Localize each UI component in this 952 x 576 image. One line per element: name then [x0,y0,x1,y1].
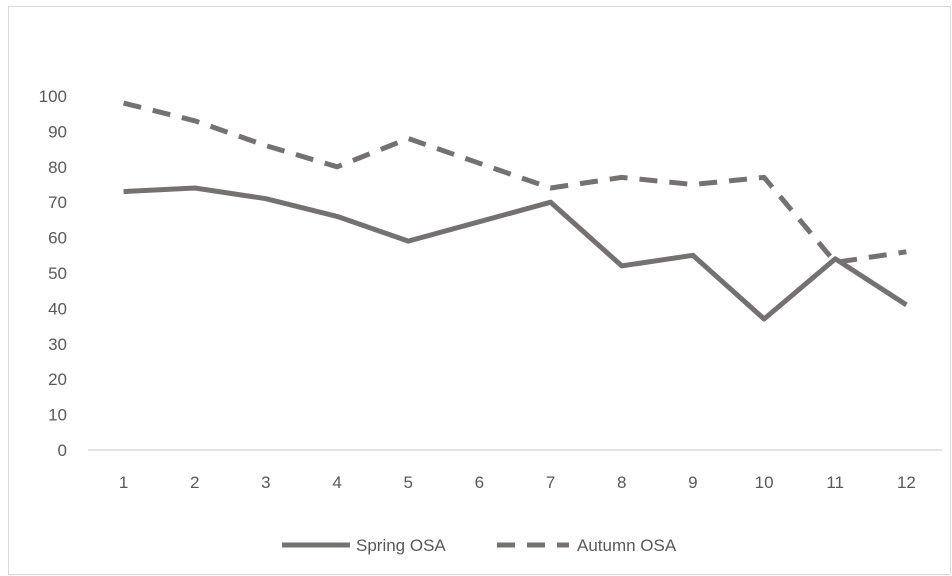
y-tick-label: 50 [48,264,67,283]
chart-frame [8,6,951,575]
x-tick-label: 4 [332,473,341,492]
x-tick-label: 3 [261,473,270,492]
legend: Spring OSA Autumn OSA [282,536,677,555]
y-tick-label: 70 [48,193,67,212]
x-axis-ticks: 1 2 3 4 5 6 7 8 9 10 11 12 [119,473,916,492]
legend-label-autumn: Autumn OSA [577,536,677,555]
x-tick-label: 7 [546,473,555,492]
y-axis-ticks: 0 10 20 30 40 50 60 70 80 90 100 [39,87,67,460]
legend-item-spring: Spring OSA [282,536,446,555]
legend-item-autumn: Autumn OSA [497,536,677,555]
series-layer [122,100,908,322]
y-tick-label: 60 [48,229,67,248]
x-tick-label: 9 [688,473,697,492]
series-line-spring [123,185,908,322]
y-tick-label: 40 [48,299,67,318]
legend-label-spring: Spring OSA [356,536,446,555]
y-tick-label: 80 [48,158,67,177]
y-tick-label: 100 [39,87,67,106]
x-tick-label: 8 [617,473,626,492]
x-tick-label: 5 [404,473,413,492]
x-tick-label: 2 [190,473,199,492]
x-tick-label: 1 [119,473,128,492]
x-tick-label: 6 [475,473,484,492]
y-tick-label: 30 [48,335,67,354]
y-tick-label: 0 [58,441,67,460]
y-tick-label: 90 [48,122,67,141]
x-tick-label: 12 [897,473,916,492]
x-tick-label: 11 [826,473,844,492]
series-line-autumn [122,100,907,265]
y-tick-label: 10 [48,406,67,425]
y-tick-label: 20 [48,370,67,389]
x-tick-label: 10 [755,473,774,492]
